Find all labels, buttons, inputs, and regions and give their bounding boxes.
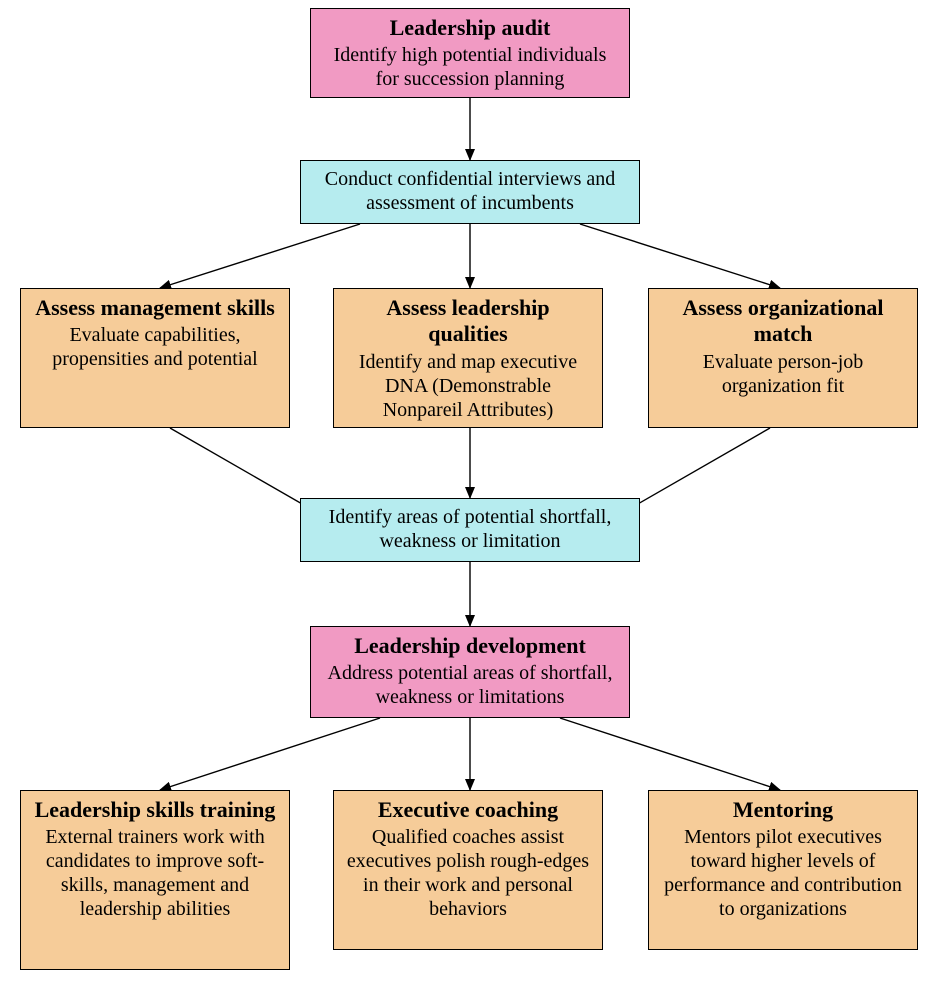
node-assess-organizational: Assess organizational match Evaluate per… [648,288,918,428]
node-desc: Identify high potential individuals for … [321,43,619,91]
node-assess-leadership: Assess leadership qualities Identify and… [333,288,603,428]
node-mentoring: Mentoring Mentors pilot executives towar… [648,790,918,950]
node-desc: External trainers work with candidates t… [31,825,279,921]
flowchart-canvas: Leadership audit Identify high potential… [0,0,936,990]
node-title: Mentoring [659,797,907,823]
node-interviews: Conduct confidential interviews and asse… [300,160,640,224]
node-training: Leadership skills training External trai… [20,790,290,970]
node-leadership-audit: Leadership audit Identify high potential… [310,8,630,98]
node-desc: Evaluate capabilities, propensities and … [31,323,279,371]
node-title: Executive coaching [344,797,592,823]
node-title: Leadership audit [321,15,619,41]
node-shortfall: Identify areas of potential shortfall, w… [300,498,640,562]
edge-interviews-to-mgmt [160,224,360,288]
node-desc: Mentors pilot executives toward higher l… [659,825,907,921]
node-title: Assess leadership qualities [344,295,592,348]
node-title: Assess management skills [31,295,279,321]
edge-dev-to-mentoring [560,718,780,790]
node-desc: Identify and map executive DNA (Demonstr… [344,350,592,422]
node-desc: Address potential areas of shortfall, we… [321,661,619,709]
node-desc: Qualified coaches assist executives poli… [344,825,592,921]
node-title: Assess organizational match [659,295,907,348]
node-desc: Identify areas of potential shortfall, w… [311,505,629,553]
node-desc: Conduct confidential interviews and asse… [311,167,629,215]
node-leadership-development: Leadership development Address potential… [310,626,630,718]
node-assess-management: Assess management skills Evaluate capabi… [20,288,290,428]
edge-interviews-to-org [580,224,780,288]
edge-dev-to-training [160,718,380,790]
node-title: Leadership skills training [31,797,279,823]
node-title: Leadership development [321,633,619,659]
node-desc: Evaluate person-job organization fit [659,350,907,398]
node-coaching: Executive coaching Qualified coaches ass… [333,790,603,950]
